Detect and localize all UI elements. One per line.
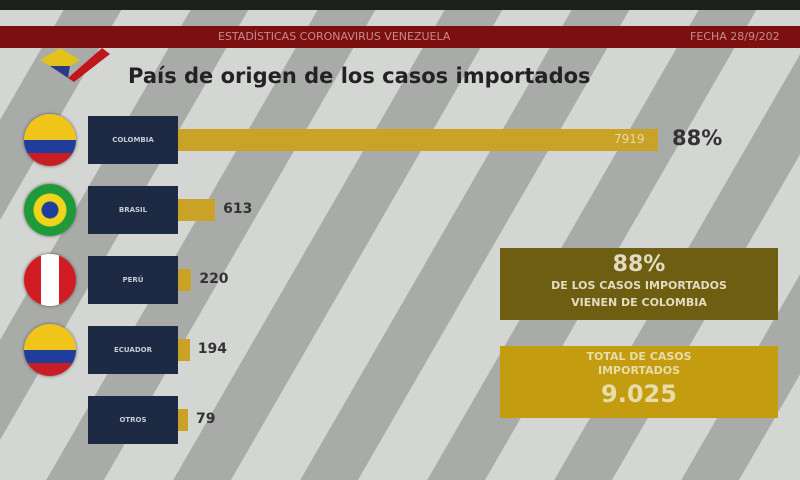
peru-flag-icon [24,254,76,306]
colombia-percent: 88% [672,126,723,150]
venezuela-logo-icon [40,48,110,82]
value-label: 220 [199,271,229,287]
banner-title: ESTADÍSTICAS CORONAVIRUS VENEZUELA [218,30,451,43]
bar-colombia [178,129,658,151]
ecuador-flag-icon [24,324,76,376]
total-label-2: IMPORTADOS [598,364,680,377]
total-value: 9.025 [601,380,677,408]
value-label: 79 [196,411,216,427]
total-label-1: TOTAL DE CASOS [586,350,692,363]
brazil-flag-icon [24,184,76,236]
top-bar [0,0,800,10]
category-label: PERÚ [88,256,178,304]
bar-otros [178,409,188,431]
value-label: 613 [223,201,253,217]
bar-ecuador [178,339,190,361]
colombia-flag-icon [24,114,76,166]
value-label: 194 [197,341,227,357]
bar-brasil [178,199,216,221]
bar-perú [178,269,192,291]
category-label: BRASIL [88,186,178,234]
callout-percent: 88% [612,252,666,277]
category-label: OTROS [88,396,178,444]
banner: ESTADÍSTICAS CORONAVIRUS VENEZUELA FECHA… [0,26,800,48]
callout-text-2: VIENEN DE COLOMBIA [571,296,707,309]
banner-date: FECHA 28/9/202 [690,30,780,43]
callout-text-1: DE LOS CASOS IMPORTADOS [551,279,727,292]
percent-callout: 88% DE LOS CASOS IMPORTADOS VIENEN DE CO… [500,248,778,320]
category-label: COLOMBIA [88,116,178,164]
value-label: 7919 [614,132,645,146]
chart-title: País de origen de los casos importados [128,64,591,88]
total-callout: TOTAL DE CASOS IMPORTADOS 9.025 [500,346,778,418]
category-label: ECUADOR [88,326,178,374]
